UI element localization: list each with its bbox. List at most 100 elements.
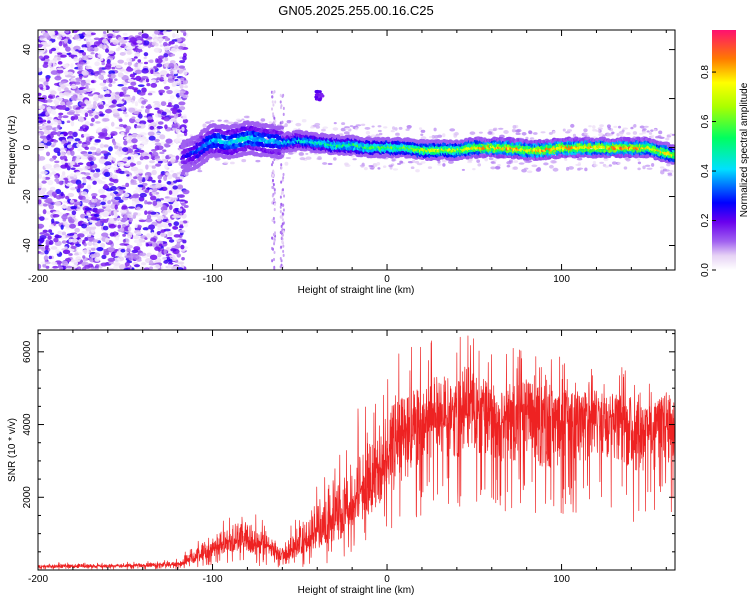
noise-cell bbox=[135, 118, 141, 123]
noise-cell bbox=[144, 189, 150, 193]
noise-cell bbox=[115, 64, 122, 69]
noise-cell bbox=[96, 247, 104, 252]
noise-cell bbox=[120, 217, 128, 223]
streak-cell bbox=[273, 207, 276, 212]
noise-cell bbox=[45, 141, 52, 146]
streak-cell bbox=[280, 236, 283, 241]
noise-cell bbox=[129, 73, 136, 78]
noise-cell bbox=[173, 70, 178, 75]
noise-cell bbox=[126, 233, 133, 239]
noise-cell bbox=[44, 245, 49, 251]
noise-cell bbox=[38, 223, 45, 229]
noise-cell bbox=[45, 111, 49, 116]
noise-cell bbox=[108, 224, 117, 229]
halo-cell bbox=[619, 133, 624, 137]
halo-cell bbox=[442, 133, 446, 138]
noise-cell bbox=[92, 94, 99, 97]
noise-cell bbox=[168, 62, 175, 69]
streak-cell bbox=[281, 222, 284, 226]
noise-cell bbox=[89, 161, 95, 166]
noise-cell bbox=[160, 141, 166, 146]
noise-cell bbox=[131, 267, 135, 270]
halo-cell bbox=[532, 132, 538, 135]
noise-cell bbox=[38, 142, 43, 147]
noise-cell bbox=[103, 171, 111, 178]
noise-cell bbox=[90, 117, 95, 123]
noise-cell bbox=[81, 176, 87, 180]
noise-cell bbox=[70, 120, 75, 127]
noise-cell bbox=[107, 36, 113, 39]
noise-cell bbox=[133, 264, 141, 268]
streak-cell bbox=[282, 230, 285, 234]
halo-cell bbox=[243, 115, 250, 119]
halo-cell bbox=[597, 127, 603, 130]
noise-cell bbox=[172, 225, 179, 230]
noise-cell bbox=[97, 53, 103, 58]
noise-cell bbox=[38, 67, 42, 73]
noise-cell bbox=[123, 140, 128, 146]
blob-cell bbox=[317, 98, 322, 102]
noise-cell bbox=[50, 246, 58, 250]
noise-cell bbox=[93, 201, 102, 207]
noise-cell bbox=[170, 53, 176, 57]
noise-cell bbox=[107, 246, 115, 252]
noise-cell bbox=[145, 174, 149, 180]
halo-cell bbox=[637, 167, 641, 171]
streak-cell bbox=[280, 245, 283, 249]
noise-cell bbox=[73, 115, 79, 120]
noise-cell bbox=[95, 128, 103, 133]
noise-cell bbox=[66, 52, 71, 56]
noise-cell bbox=[74, 227, 80, 233]
streak-cell bbox=[271, 178, 274, 183]
noise-cell bbox=[128, 256, 134, 261]
noise-cell bbox=[154, 246, 161, 251]
figure-title: GN05.2025.255.00.16.C25 bbox=[278, 3, 433, 18]
noise-cell bbox=[98, 188, 106, 194]
noise-cell bbox=[100, 201, 106, 206]
noise-cell bbox=[159, 134, 166, 140]
noise-cell bbox=[44, 249, 49, 255]
halo-cell bbox=[286, 119, 292, 124]
halo-cell bbox=[490, 161, 495, 164]
noise-cell bbox=[130, 81, 137, 86]
halo-cell bbox=[487, 131, 493, 135]
halo-cell bbox=[223, 120, 229, 123]
halo-cell bbox=[476, 159, 481, 163]
noise-cell bbox=[60, 191, 64, 197]
halo-cell bbox=[223, 161, 229, 164]
streak-cell bbox=[279, 256, 282, 261]
noise-cell bbox=[136, 160, 142, 166]
noise-cell bbox=[83, 242, 87, 247]
noise-cell bbox=[108, 105, 116, 108]
halo-cell bbox=[518, 162, 525, 165]
noise-cell bbox=[51, 110, 57, 116]
halo-cell bbox=[658, 130, 663, 135]
halo-cell bbox=[599, 161, 605, 164]
noise-cell bbox=[41, 180, 47, 184]
noise-cell bbox=[74, 186, 79, 190]
noise-cell bbox=[139, 252, 147, 257]
halo-cell bbox=[577, 162, 581, 166]
streak-cell bbox=[271, 107, 274, 111]
noise-cell bbox=[95, 169, 101, 173]
noise-cell bbox=[106, 192, 111, 199]
noise-cell bbox=[141, 76, 149, 80]
halo-cell bbox=[618, 131, 625, 135]
noise-cell bbox=[171, 39, 179, 42]
halo-cell bbox=[548, 131, 553, 135]
noise-cell bbox=[87, 93, 94, 97]
halo-cell bbox=[176, 172, 181, 175]
noise-cell bbox=[94, 61, 100, 67]
noise-cell bbox=[109, 192, 115, 197]
halo-cell bbox=[608, 164, 612, 167]
noise-cell bbox=[155, 257, 162, 264]
noise-cell bbox=[131, 138, 138, 144]
noise-cell bbox=[176, 133, 181, 138]
noise-cell bbox=[80, 213, 86, 219]
noise-cell bbox=[154, 145, 160, 151]
halo-cell bbox=[583, 132, 589, 136]
noise-cell bbox=[90, 52, 95, 55]
halo-cell bbox=[197, 169, 203, 173]
noise-cell bbox=[72, 105, 77, 110]
noise-cell bbox=[102, 218, 109, 224]
